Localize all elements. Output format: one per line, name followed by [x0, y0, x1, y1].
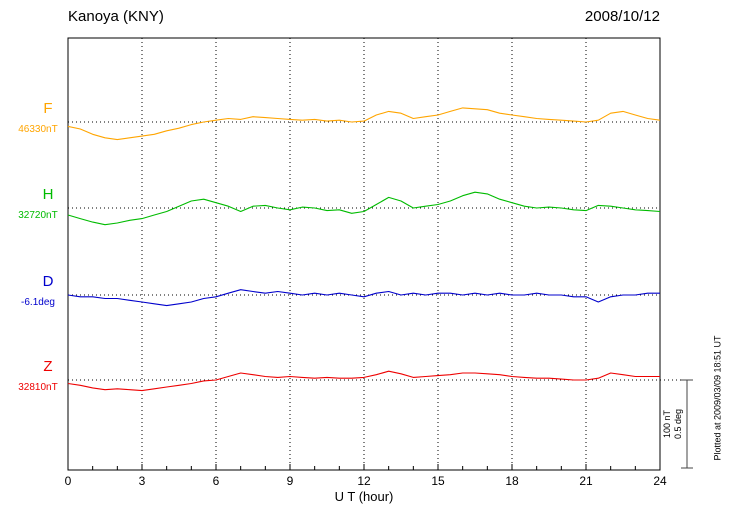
trace-Z [67, 370, 660, 392]
series-baseline-label-D: -6.1deg [21, 297, 55, 308]
x-tick-label-0: 0 [64, 474, 72, 488]
x-tick-label-18: 18 [505, 474, 519, 488]
x-tick-label-6: 6 [212, 474, 220, 488]
x-axis-label: U T (hour) [334, 489, 394, 504]
series-baseline-label-F: 46330nT [18, 124, 58, 135]
x-tick-label-12: 12 [357, 474, 371, 488]
series-label-Z: Z [43, 358, 53, 375]
series-label-F: F [43, 100, 53, 117]
series-label-H: H [42, 186, 54, 203]
series-label-D: D [42, 273, 54, 290]
x-tick-label-24: 24 [653, 474, 667, 488]
x-tick-label-21: 21 [579, 474, 593, 488]
x-tick-label-3: 3 [138, 474, 146, 488]
x-tick-label-15: 15 [431, 474, 445, 488]
trace-H [67, 191, 661, 226]
scale-bar-nt-label: 100 nT [662, 409, 672, 439]
date-label: 2008/10/12 [584, 8, 660, 25]
x-tick-label-9: 9 [286, 474, 294, 488]
trace-D [67, 289, 660, 307]
scale-bar-deg-label: 0.5 deg [673, 408, 683, 440]
trace-F [67, 107, 661, 141]
plot-frame [67, 37, 661, 471]
scale-bar-label: 100 nT 0.5 deg [662, 379, 684, 469]
station-title: Kanoya (KNY) [68, 8, 164, 25]
series-baseline-label-Z: 32810nT [18, 382, 58, 393]
plotted-at-note: Plotted at 2009/03/09 18:51 UT [712, 335, 723, 461]
series-baseline-label-H: 32720nT [18, 210, 58, 221]
